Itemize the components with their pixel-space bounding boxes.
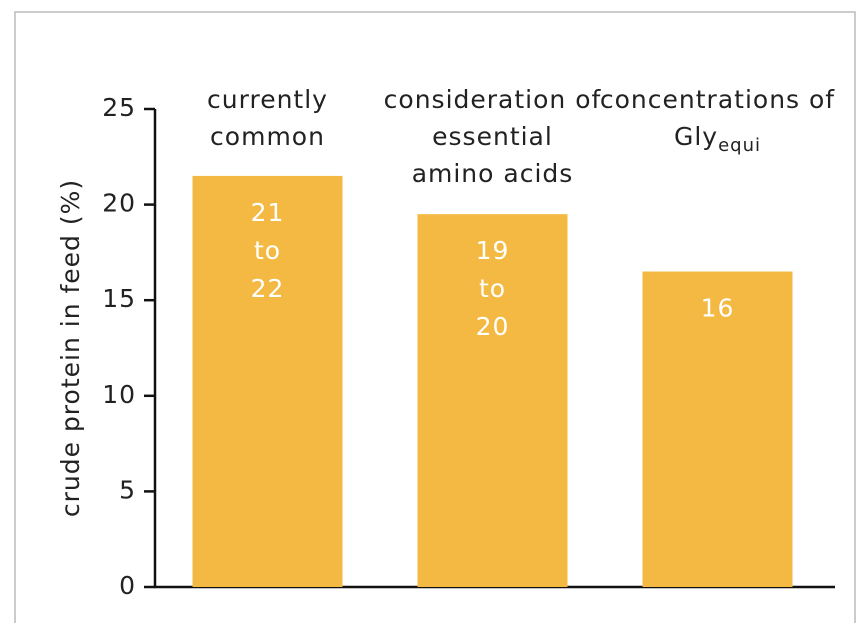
y-tick-label: 5: [119, 475, 136, 504]
value-label-line: to: [479, 274, 506, 303]
value-label-line: 22: [251, 274, 285, 303]
value-label-line: to: [254, 236, 281, 265]
category-label: consideration of: [384, 85, 602, 114]
bar: [192, 175, 343, 588]
category-label: Glyequi: [674, 122, 761, 156]
y-tick-label: 10: [102, 380, 136, 409]
y-tick-label: 20: [102, 189, 136, 218]
bar: [417, 214, 568, 587]
category-label-subscript: equi: [718, 135, 761, 156]
bar: [642, 271, 793, 587]
value-label: 16: [701, 294, 735, 323]
category-label: essential: [432, 122, 553, 151]
y-axis-label: crude protein in feed (%): [56, 179, 85, 517]
category-label: concentrations of: [600, 85, 835, 114]
frame: [14, 11, 856, 627]
value-label-line: 19: [476, 236, 510, 265]
category-label: currently: [207, 85, 328, 114]
category-label-text: Gly: [674, 122, 718, 151]
value-label-line: 21: [251, 198, 285, 227]
y-tick-label: 25: [102, 93, 136, 122]
category-label: common: [210, 122, 325, 151]
value-label: 21 to 22: [251, 198, 285, 303]
y-tick-label: 0: [119, 571, 136, 600]
value-label-line: 20: [476, 312, 510, 341]
value-label: 19 to 20: [476, 236, 510, 341]
y-tick-label: 15: [102, 284, 136, 313]
category-label: amino acids: [412, 159, 574, 188]
